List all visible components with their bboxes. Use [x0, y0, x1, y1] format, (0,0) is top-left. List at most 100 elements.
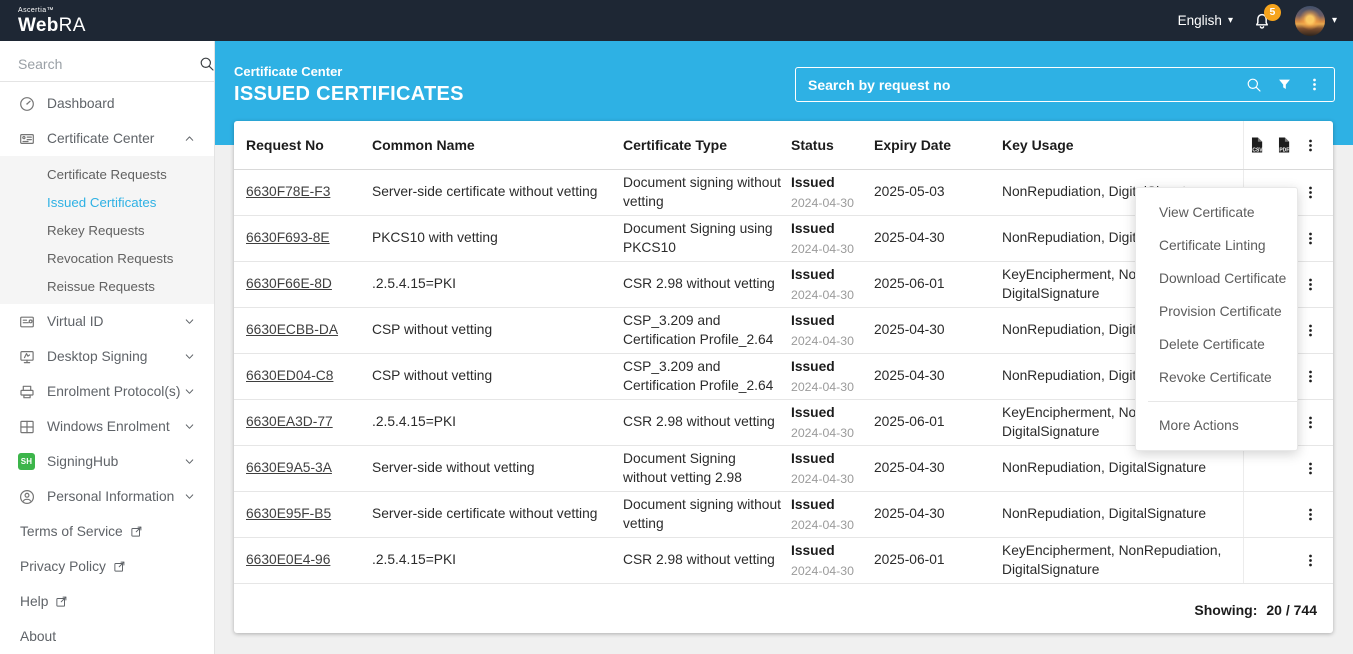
- sidebar-item-enrolment-protocol-s[interactable]: Enrolment Protocol(s): [0, 374, 214, 409]
- sidebar-search: [0, 46, 214, 82]
- row-actions-kebab-icon[interactable]: [1303, 415, 1318, 430]
- context-menu-item-delete-certificate[interactable]: Delete Certificate: [1159, 337, 1265, 352]
- sidebar-item-signinghub[interactable]: SH SigningHub: [0, 444, 214, 479]
- request-no-link[interactable]: 6630ED04-C8: [246, 368, 334, 384]
- request-no-cell: 6630F66E-8D: [246, 275, 372, 294]
- search-icon[interactable]: [199, 56, 214, 72]
- request-no-link[interactable]: 6630E0E4-96: [246, 552, 331, 568]
- external-link-icon: [55, 595, 68, 608]
- status-date: 2024-04-30: [791, 563, 854, 578]
- status-cell: Issued 2024-04-30: [791, 450, 874, 487]
- status-badge: Issued: [791, 220, 835, 236]
- context-menu-item-provision-certificate[interactable]: Provision Certificate: [1159, 304, 1282, 319]
- row-actions-cell: [1243, 492, 1333, 537]
- dashboard-icon: [18, 96, 35, 112]
- column-header-expiry-date[interactable]: Expiry Date: [874, 136, 952, 153]
- status-cell: Issued 2024-04-30: [791, 358, 874, 395]
- context-menu-divider: [1148, 401, 1297, 402]
- table-row: 6630E9A5-3A Server-side without vetting Do…: [234, 446, 1333, 492]
- sidebar-item-virtual-id[interactable]: Virtual ID: [0, 304, 214, 339]
- request-no-link[interactable]: 6630F66E-8D: [246, 276, 332, 292]
- status-date: 2024-04-30: [791, 425, 854, 440]
- table-kebab-icon[interactable]: [1303, 138, 1318, 153]
- certificate-type-cell: CSR 2.98 without vetting: [623, 414, 775, 430]
- context-menu-item-certificate-linting[interactable]: Certificate Linting: [1159, 238, 1266, 253]
- sidebar-link-label: Terms of Service: [20, 524, 123, 539]
- sidebar-item-certificate-requests[interactable]: Certificate Requests: [0, 160, 214, 188]
- sidebar-item-label: Desktop Signing: [47, 349, 148, 364]
- key-usage-cell: NonRepudiation, DigitalSignature: [1002, 460, 1207, 476]
- row-actions-kebab-icon[interactable]: [1303, 369, 1318, 384]
- svg-text:PDF: PDF: [1279, 147, 1289, 153]
- sidebar-item-windows-enrolment[interactable]: Windows Enrolment: [0, 409, 214, 444]
- sidebar-item-label: Windows Enrolment: [47, 419, 170, 434]
- row-actions-kebab-icon[interactable]: [1303, 323, 1318, 338]
- language-label: English: [1177, 13, 1222, 28]
- filter-icon[interactable]: [1277, 77, 1292, 92]
- row-actions-kebab-icon[interactable]: [1303, 185, 1318, 200]
- notification-bell[interactable]: 5: [1253, 3, 1281, 30]
- enrolment-protocols-icon: [18, 384, 35, 400]
- request-no-cell: 6630E0E4-96: [246, 551, 372, 570]
- context-menu-item-view-certificate[interactable]: View Certificate: [1159, 205, 1255, 220]
- search-options-kebab-icon[interactable]: [1307, 77, 1322, 92]
- sidebar-item-label: Revocation Requests: [47, 250, 174, 266]
- context-menu-item-more-actions[interactable]: More Actions: [1159, 417, 1239, 433]
- sidebar-link-label: Help: [20, 594, 49, 609]
- common-name-cell: CSP without vetting: [372, 368, 493, 384]
- sidebar-item-reissue-requests[interactable]: Reissue Requests: [0, 272, 214, 300]
- sidebar-item-rekey-requests[interactable]: Rekey Requests: [0, 216, 214, 244]
- table-search-input[interactable]: [808, 76, 1231, 93]
- user-menu[interactable]: ▾: [1294, 5, 1337, 36]
- brand-product-suffix: RA: [58, 14, 86, 36]
- row-actions-kebab-icon[interactable]: [1303, 507, 1318, 522]
- sidebar-item-desktop-signing[interactable]: Desktop Signing: [0, 339, 214, 374]
- sidebar-link-privacy-policy[interactable]: Privacy Policy: [0, 549, 214, 584]
- sidebar-item-personal-information[interactable]: Personal Information: [0, 479, 214, 514]
- request-no-link[interactable]: 6630E95F-B5: [246, 506, 332, 522]
- sidebar-link-terms-of-service[interactable]: Terms of Service: [0, 514, 214, 549]
- context-menu-item-revoke-certificate[interactable]: Revoke Certificate: [1159, 370, 1272, 385]
- table-footer: Showing: 20 / 744: [234, 586, 1333, 633]
- column-header-certificate-type[interactable]: Certificate Type: [623, 136, 727, 153]
- request-no-link[interactable]: 6630F693-8E: [246, 230, 330, 246]
- row-actions-kebab-icon[interactable]: [1303, 231, 1318, 246]
- chevron-down-icon: [183, 315, 196, 328]
- key-usage-cell: NonRepudiation, DigitalSignature: [1002, 506, 1207, 522]
- status-date: 2024-04-30: [791, 379, 854, 394]
- request-no-link[interactable]: 6630E9A5-3A: [246, 460, 332, 476]
- sidebar-link-about[interactable]: About: [0, 619, 214, 654]
- row-actions-kebab-icon[interactable]: [1303, 553, 1318, 568]
- sidebar-search-input[interactable]: [18, 55, 199, 72]
- request-no-link[interactable]: 6630EA3D-77: [246, 414, 333, 430]
- column-header-key-usage[interactable]: Key Usage: [1002, 136, 1074, 153]
- request-no-link[interactable]: 6630F78E-F3: [246, 184, 331, 200]
- sidebar-link-help[interactable]: Help: [0, 584, 214, 619]
- column-header-common-name[interactable]: Common Name: [372, 136, 475, 153]
- chevron-down-icon: ▾: [1227, 14, 1233, 26]
- request-no-link[interactable]: 6630ECBB-DA: [246, 322, 339, 338]
- sidebar-item-label: Enrolment Protocol(s): [47, 384, 181, 399]
- column-header-status[interactable]: Status: [791, 136, 834, 153]
- breadcrumb: Certificate Center: [234, 64, 343, 79]
- showing-label: Showing:: [1194, 601, 1258, 618]
- sidebar-item-dashboard[interactable]: Dashboard: [0, 86, 214, 121]
- context-menu-item-download-certificate[interactable]: Download Certificate: [1159, 271, 1287, 286]
- sidebar-item-certificate-center[interactable]: Certificate Center: [0, 121, 214, 156]
- expiry-date-cell: 2025-06-01: [874, 414, 945, 430]
- sidebar-item-revocation-requests[interactable]: Revocation Requests: [0, 244, 214, 272]
- sidebar-item-issued-certificates[interactable]: Issued Certificates: [0, 188, 214, 216]
- topbar: Ascertia™ WebRA English ▾ 5 ▾: [0, 0, 1353, 41]
- common-name-cell: CSP without vetting: [372, 322, 493, 338]
- status-badge: Issued: [791, 266, 835, 282]
- common-name-cell: .2.5.4.15=PKI: [372, 414, 456, 430]
- search-icon[interactable]: [1246, 77, 1262, 93]
- export-pdf-icon[interactable]: PDF: [1275, 136, 1292, 154]
- column-header-request-no[interactable]: Request No: [246, 136, 324, 153]
- app-logo[interactable]: Ascertia™ WebRA: [18, 7, 86, 35]
- status-date: 2024-04-30: [791, 471, 854, 486]
- language-selector[interactable]: English ▾: [1178, 13, 1233, 28]
- export-csv-icon[interactable]: CSV: [1248, 136, 1265, 154]
- row-actions-kebab-icon[interactable]: [1303, 461, 1318, 476]
- row-actions-kebab-icon[interactable]: [1303, 277, 1318, 292]
